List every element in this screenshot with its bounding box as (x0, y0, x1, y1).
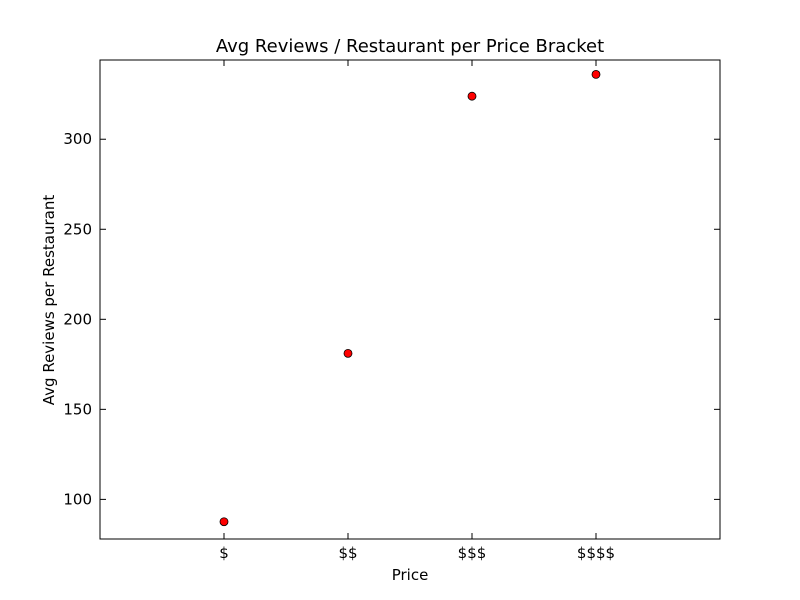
y-axis-label: Avg Reviews per Restaurant (40, 195, 58, 406)
x-axis-label: Price (392, 566, 429, 584)
data-point (467, 91, 477, 101)
y-tick-label: 200 (63, 310, 92, 328)
x-tick-label: $$ (338, 544, 357, 562)
x-tick-label: $$$ (458, 544, 487, 562)
x-tick-label: $$$$ (577, 544, 615, 562)
points (219, 70, 601, 527)
y-tick-label: 100 (63, 490, 92, 508)
plot-frame (99, 59, 721, 540)
y-tick-label: 250 (63, 220, 92, 238)
data-point (591, 70, 601, 79)
x-tick-label: $ (219, 544, 229, 562)
data-point (343, 348, 353, 358)
y-tick-label: 300 (63, 130, 92, 148)
y-tick-label: 150 (63, 400, 92, 418)
chart-title: Avg Reviews / Restaurant per Price Brack… (216, 36, 604, 57)
ticks (100, 60, 720, 539)
data-point (219, 517, 229, 527)
